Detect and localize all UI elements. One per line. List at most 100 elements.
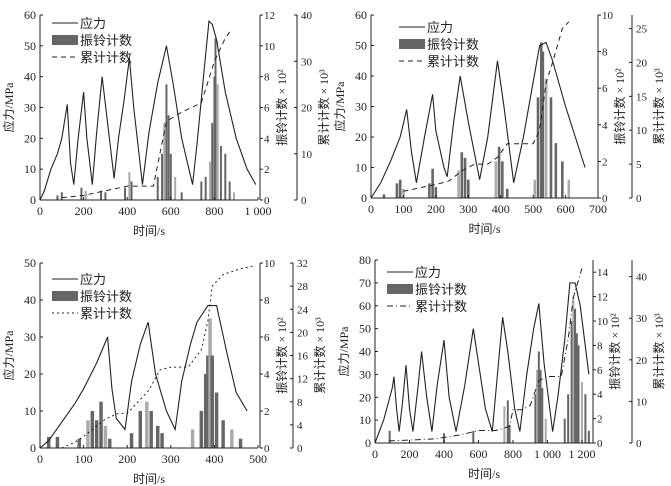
y-tick-label: 40 (24, 70, 36, 84)
y2-tick-label: 6 (264, 103, 270, 115)
legend-stress-label: 应力 (427, 20, 453, 35)
x-tick-label: 1 000 (534, 447, 561, 461)
ring-count-bar (210, 355, 214, 448)
ring-count-bar (457, 170, 460, 198)
ring-count-bar (221, 420, 225, 448)
y-tick-label: 60 (359, 299, 371, 313)
y3-tick-label: 15 (636, 91, 648, 103)
y2-axis-label: 振铃计数 × 10² (607, 313, 622, 390)
ring-count-bar (203, 374, 208, 448)
x-tick-label: 100 (75, 452, 93, 466)
y-tick-label: 0 (30, 441, 36, 455)
y3-tick-label: 0 (301, 195, 307, 207)
y-axis-label: 应力/MPa (336, 326, 351, 377)
y2-tick-label: 6 (602, 83, 608, 95)
ring-count-bar (503, 406, 506, 443)
ring-count-bar (434, 187, 438, 198)
y-tick-label: 20 (24, 367, 36, 381)
y2-tick-label: 4 (264, 133, 270, 145)
ring-count-bar (216, 84, 219, 200)
ring-count-bar (537, 351, 540, 443)
y2-tick-label: 6 (264, 332, 270, 344)
ring-count-bar (155, 425, 160, 448)
y3-tick-label: 8 (297, 397, 303, 409)
legend-cumulative-label: 累计计数 (415, 299, 467, 314)
y3-tick-label: 30 (301, 56, 313, 68)
y2-tick-label: 4 (602, 120, 608, 132)
x-tick-label: 400 (118, 204, 136, 218)
y3-tick-label: 5 (636, 159, 642, 171)
ring-count-bar (60, 192, 63, 200)
x-tick-label: 0 (372, 447, 378, 461)
y2-axis-label: 振铃计数 × 10² (274, 69, 289, 146)
ring-count-bar (56, 195, 59, 200)
chart-1: 0 200 400 600 800 1 0000102030405060024681012… (1, 8, 331, 238)
ring-count-bar (382, 194, 386, 198)
ring-count-bar (46, 436, 51, 448)
ring-count-bar (534, 394, 537, 443)
y-tick-label: 50 (359, 322, 371, 336)
legend-cumulative-label: 累计计数 (80, 306, 132, 321)
y2-tick-label: 12 (264, 10, 275, 22)
ring-count-bar (84, 190, 87, 200)
y2-axis-label: 振铃计数 × 10² (612, 68, 627, 145)
y-tick-label: 20 (355, 130, 367, 144)
y-tick-label: 40 (359, 345, 371, 359)
ring-count-bar (55, 436, 60, 448)
ring-count-bar (536, 369, 539, 443)
x-tick-label: 700 (589, 202, 607, 216)
ring-count-bar (539, 369, 542, 443)
y-tick-label: 0 (361, 191, 367, 205)
ring-count-bar (213, 76, 216, 200)
ring-count-bar (108, 438, 112, 448)
y3-tick-label: 10 (636, 125, 648, 137)
ring-count-bar (169, 153, 172, 200)
y3-tick-label: 0 (636, 193, 642, 205)
ring-count-bar (180, 192, 183, 200)
y2-tick-label: 0 (602, 193, 608, 205)
y-tick-label: 10 (355, 161, 367, 175)
cumulative-line (403, 21, 570, 192)
y2-tick-label: 8 (602, 47, 608, 59)
ring-count-bar (163, 122, 166, 200)
ring-count-bar (587, 430, 590, 443)
ring-count-bar (104, 192, 107, 200)
cumulative-line (388, 268, 583, 442)
ring-count-bar (580, 382, 583, 443)
y2-tick-label: 10 (597, 316, 609, 328)
y3-tick-label: 20 (636, 355, 648, 367)
ring-count-bar (224, 153, 227, 200)
x-tick-label: 600 (162, 204, 180, 218)
ring-count-bar (402, 188, 405, 198)
ring-count-bar (190, 429, 195, 448)
x-tick-label: 100 (394, 202, 412, 216)
ring-count-bar (575, 333, 578, 443)
ring-count-bar (233, 192, 236, 200)
ring-count-bar (508, 424, 511, 443)
y3-tick-label: 32 (297, 258, 308, 270)
x-axis-label: 时间/s (133, 224, 165, 238)
y3-tick-label: 0 (636, 438, 642, 450)
ring-count-bar (584, 394, 587, 443)
ring-count-bar (541, 388, 544, 443)
y3-tick-label: 24 (297, 304, 309, 316)
ring-count-bar (129, 433, 134, 448)
y-axis-label: 应力/MPa (332, 81, 347, 132)
y-tick-label: 30 (24, 101, 36, 115)
ring-count-bar (228, 181, 231, 200)
y3-tick-label: 40 (636, 272, 648, 284)
y3-tick-label: 25 (636, 24, 648, 36)
y3-axis-label: 累计计数 × 10³ (316, 69, 331, 146)
y-axis-label: 应力/MPa (1, 330, 16, 381)
y-tick-label: 20 (24, 131, 36, 145)
ring-count-bar (138, 411, 143, 448)
y2-tick-label: 2 (602, 156, 608, 168)
x-tick-label: 300 (459, 202, 477, 216)
ring-count-bar (570, 321, 573, 443)
ring-count-bar (167, 115, 170, 200)
y3-tick-label: 30 (636, 313, 648, 325)
ring-count-bar (561, 161, 564, 198)
